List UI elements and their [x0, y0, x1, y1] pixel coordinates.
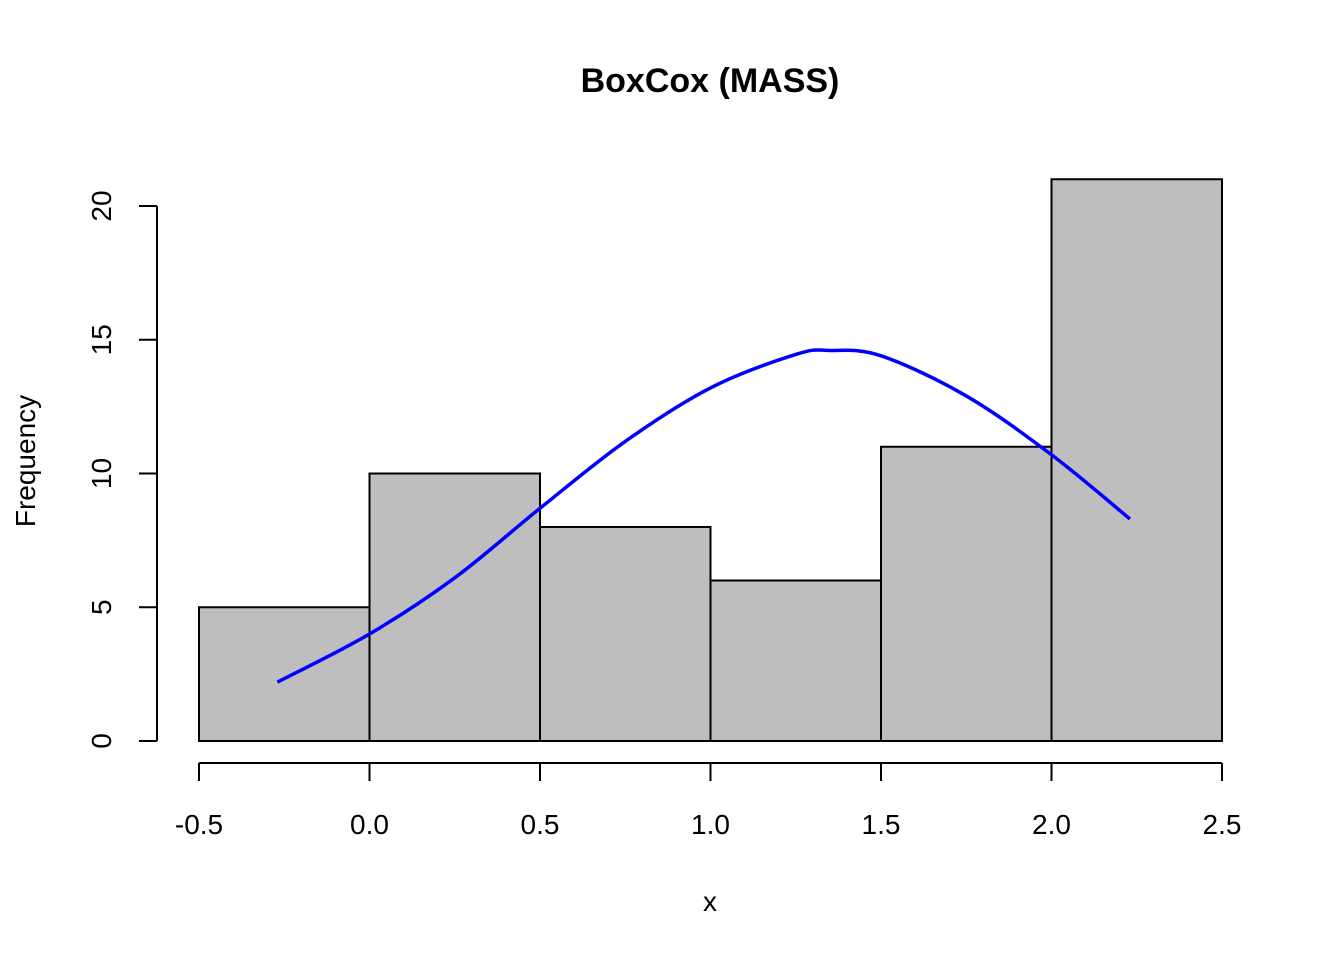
density-curve: [276, 348, 1132, 684]
x-tick-label: -0.5: [175, 809, 223, 840]
y-axis-label: Frequency: [10, 395, 41, 527]
x-tick-label: 1.5: [862, 809, 901, 840]
x-tick-label: 0.0: [350, 809, 389, 840]
curve-layer: [276, 348, 1132, 684]
histogram-bar: [880, 445, 1053, 742]
x-tick-label: 2.5: [1203, 809, 1242, 840]
y-tick-label: 0: [86, 733, 117, 749]
y-tick-label: 15: [86, 324, 117, 355]
y-axis: 0 5 10 15 20: [86, 190, 158, 749]
y-tick-label: 10: [86, 458, 117, 489]
y-tick-label: 20: [86, 190, 117, 221]
histogram-bar: [1050, 178, 1223, 742]
x-tick-label: 2.0: [1032, 809, 1071, 840]
histogram-bar: [368, 472, 541, 742]
chart-title: BoxCox (MASS): [581, 62, 840, 100]
x-tick-label: 0.5: [521, 809, 560, 840]
x-axis-label: x: [703, 886, 717, 917]
histogram-bar: [709, 579, 882, 742]
x-tick-label: 1.0: [691, 809, 730, 840]
x-axis: -0.5 0.0 0.5 1.0 1.5 2.0 2.5: [175, 762, 1242, 840]
histogram-bar: [539, 526, 712, 742]
y-tick-label: 5: [86, 599, 117, 615]
bars-layer: [198, 178, 1223, 742]
histogram-bar: [198, 606, 371, 742]
